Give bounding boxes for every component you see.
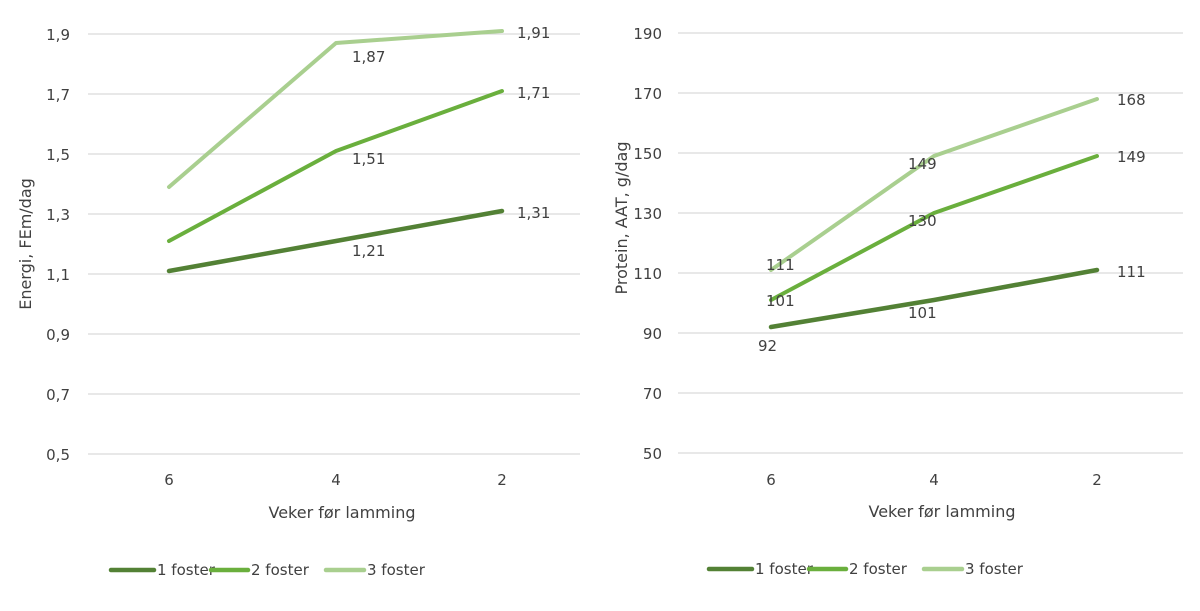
y-tick: 1,7 xyxy=(46,86,70,104)
series-1-foster-line xyxy=(166,208,505,274)
y-tick: 1,9 xyxy=(46,26,70,44)
legend-label: 1 foster xyxy=(755,560,814,578)
x-tick: 6 xyxy=(164,471,174,489)
data-label: 101 xyxy=(908,304,937,322)
y-axis-ticks: 190 170 150 130 110 90 70 50 xyxy=(633,25,662,463)
x-axis-ticks: 6 4 2 xyxy=(164,471,507,489)
x-tick: 2 xyxy=(497,471,507,489)
data-label: 92 xyxy=(758,337,777,355)
legend-label: 3 foster xyxy=(367,561,426,579)
data-label: 1,51 xyxy=(352,150,385,168)
y-tick: 150 xyxy=(633,145,662,163)
data-label: 149 xyxy=(908,155,937,173)
x-tick: 4 xyxy=(929,471,939,489)
data-label: 1,91 xyxy=(517,24,550,42)
legend: 1 foster 2 foster 3 foster xyxy=(108,561,426,579)
gridlines xyxy=(88,33,580,455)
x-axis-label: Veker før lamming xyxy=(869,502,1016,521)
legend-label: 3 foster xyxy=(965,560,1024,578)
data-label: 1,31 xyxy=(517,204,550,222)
y-tick: 170 xyxy=(633,85,662,103)
data-label: 1,21 xyxy=(352,242,385,260)
x-tick: 6 xyxy=(766,471,776,489)
y-tick: 0,5 xyxy=(46,446,70,464)
series-3-foster-line xyxy=(167,29,504,189)
y-tick: 130 xyxy=(633,205,662,223)
y-tick: 1,1 xyxy=(46,266,70,284)
y-tick: 70 xyxy=(643,385,662,403)
data-label: 168 xyxy=(1117,91,1146,109)
y-tick: 1,5 xyxy=(46,146,70,164)
series-2-foster-line xyxy=(167,89,504,243)
y-tick: 50 xyxy=(643,445,662,463)
y-axis-ticks: 1,9 1,7 1,5 1,3 1,1 0,9 0,7 0,5 xyxy=(46,26,70,464)
data-labels: 1,87 1,91 1,51 1,71 1,21 1,31 xyxy=(352,24,550,260)
energy-chart: 1,9 1,7 1,5 1,3 1,1 0,9 0,7 0,5 Energi, … xyxy=(16,24,580,579)
y-tick: 0,9 xyxy=(46,326,70,344)
protein-chart: 190 170 150 130 110 90 70 50 Protein, AA… xyxy=(612,25,1183,578)
y-tick: 0,7 xyxy=(46,386,70,404)
y-tick: 110 xyxy=(633,265,662,283)
data-label: 149 xyxy=(1117,148,1146,166)
legend-label: 2 foster xyxy=(251,561,310,579)
series-2-foster-line xyxy=(769,154,1099,302)
y-axis-label: Protein, AAT, g/dag xyxy=(612,142,631,295)
legend: 1 foster 2 foster 3 foster xyxy=(706,560,1024,578)
y-axis-label: Energi, FEm/dag xyxy=(16,178,35,310)
data-label: 130 xyxy=(908,212,937,230)
gridlines xyxy=(678,32,1183,454)
y-tick: 90 xyxy=(643,325,662,343)
x-tick: 4 xyxy=(331,471,341,489)
x-tick: 2 xyxy=(1092,471,1102,489)
legend-label: 2 foster xyxy=(849,560,908,578)
data-label: 111 xyxy=(1117,263,1146,281)
y-tick: 1,3 xyxy=(46,206,70,224)
y-tick: 190 xyxy=(633,25,662,43)
x-axis-ticks: 6 4 2 xyxy=(766,471,1102,489)
legend-label: 1 foster xyxy=(157,561,216,579)
data-label: 1,87 xyxy=(352,48,385,66)
series-1-foster-line xyxy=(768,267,1100,330)
x-axis-label: Veker før lamming xyxy=(269,503,416,522)
data-label: 1,71 xyxy=(517,84,550,102)
series-3-foster-line xyxy=(769,97,1099,272)
data-label: 111 xyxy=(766,256,795,274)
data-labels: 111 149 168 101 130 149 92 101 111 xyxy=(758,91,1146,355)
data-label: 101 xyxy=(766,292,795,310)
